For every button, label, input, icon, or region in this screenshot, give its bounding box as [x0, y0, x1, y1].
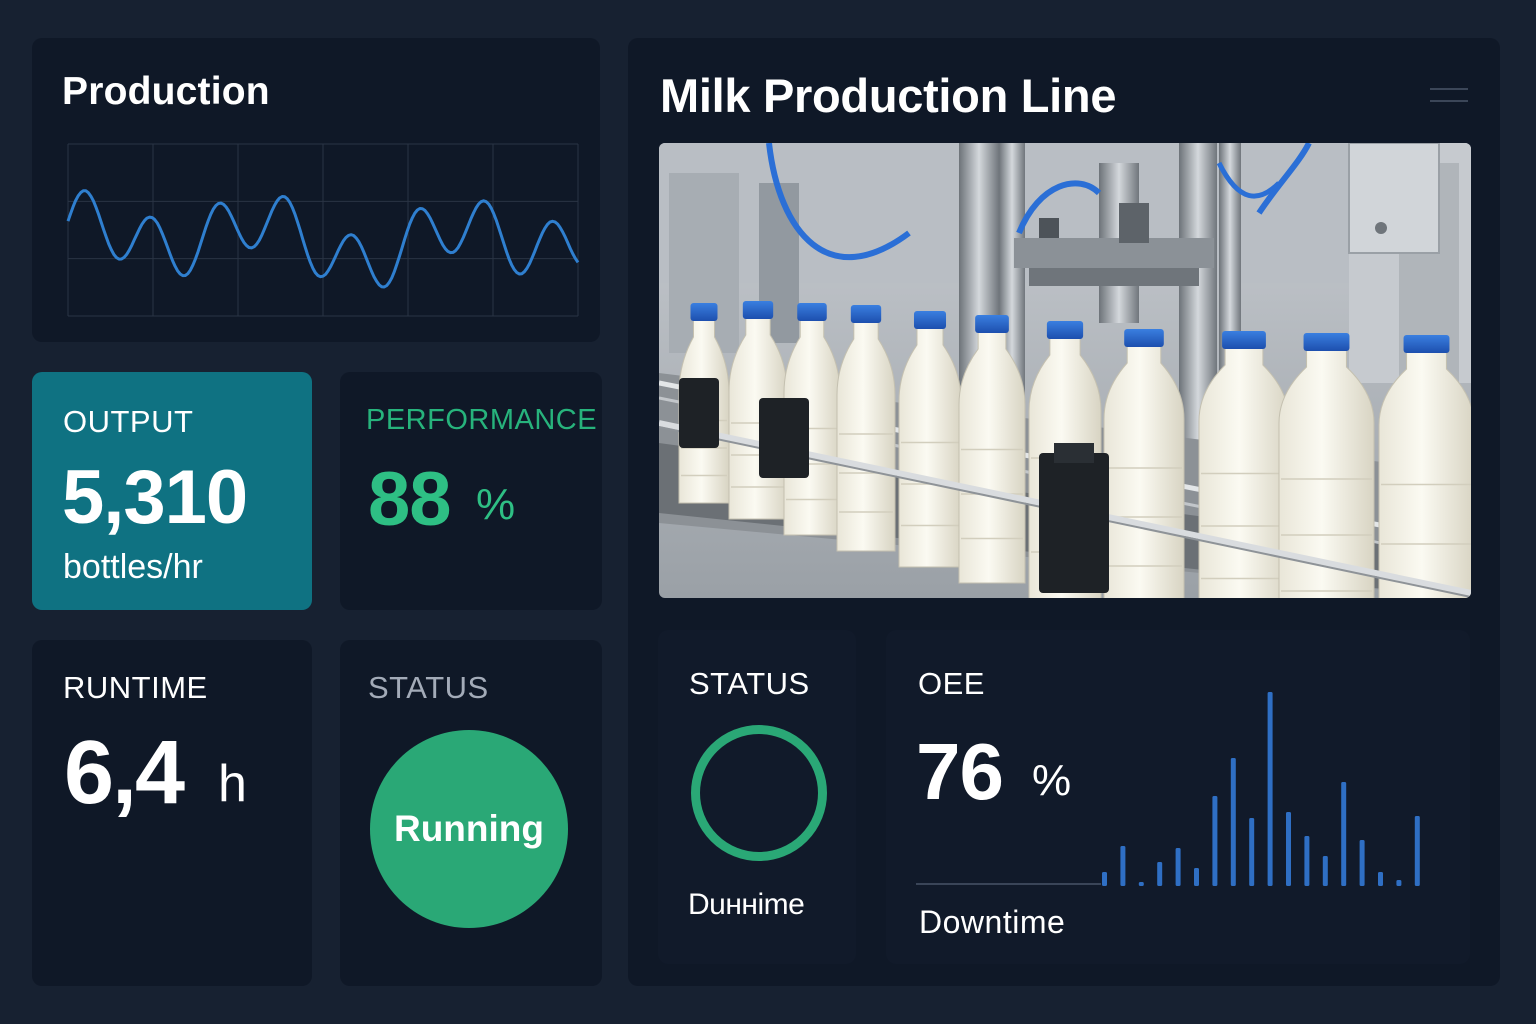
downtime-bar [1359, 840, 1365, 886]
production-title: Production [62, 70, 270, 113]
production-card: Production [32, 38, 600, 342]
milk-bottle [1378, 335, 1471, 598]
bottle-cap [690, 303, 718, 321]
downtime-bar [1322, 856, 1328, 886]
downtime-bar [1157, 862, 1163, 886]
production-trend-line [66, 189, 580, 289]
downtime-bar [1102, 872, 1107, 886]
oee-label: OEE [918, 666, 985, 701]
panel-title: Milk Production Line [660, 69, 1117, 122]
downtime-bar [1249, 818, 1255, 886]
bottle-cap [1303, 333, 1350, 351]
bottle-cap [1046, 321, 1084, 339]
runtime-value: 6,4 [64, 723, 185, 823]
milk-bottle [1198, 331, 1290, 598]
runtime-card: RUNTIME 6,4 h [32, 640, 312, 986]
production-trend-chart [66, 143, 580, 317]
output-card: OUTPUT 5,310 bottles/hr [32, 372, 312, 610]
downtime-bar [1414, 816, 1420, 886]
bottle-cap [850, 305, 882, 323]
bottle-cap [913, 311, 947, 329]
downtime-bar [1396, 880, 1402, 886]
bottle-cap [975, 315, 1009, 333]
downtime-bar [1175, 848, 1181, 886]
status-card: STATUS Running [340, 640, 602, 986]
bottle-cap [1403, 335, 1450, 353]
downtime-bar [1341, 782, 1347, 886]
milk-bottle [836, 305, 896, 552]
status-summary-card: STATUS Duннime [658, 630, 856, 964]
status-label: STATUS [368, 670, 489, 705]
downtime-bar [1230, 758, 1236, 886]
menu-icon[interactable] [1430, 88, 1468, 104]
performance-unit: % [476, 480, 516, 529]
downtime-bar [1194, 868, 1199, 886]
downtime-bar [1138, 882, 1144, 886]
oee-card: OEE 76 % Downtime [886, 630, 1470, 964]
milk-bottle [1103, 329, 1185, 598]
bottle-cap [1124, 329, 1164, 347]
downtime-bar [1286, 812, 1291, 886]
downtime-bar-chart [916, 692, 1420, 886]
status-summary-label: STATUS [689, 666, 810, 701]
oee-value: 76 [916, 727, 1004, 816]
milk-bottling-photo [659, 143, 1471, 598]
performance-card: PERFORMANCE 88 % [340, 372, 602, 610]
status-summary-sub: Duннime [688, 888, 805, 921]
oee-unit: % [1032, 756, 1072, 805]
output-value: 5,310 [62, 455, 248, 540]
downtime-bar [1120, 846, 1126, 886]
runtime-unit: h [218, 755, 247, 813]
downtime-bar [1212, 796, 1218, 886]
running-status-indicator: Running [370, 730, 568, 928]
bottling-line-illustration [659, 143, 1471, 598]
status-ring-indicator [691, 725, 827, 861]
performance-label: PERFORMANCE [366, 404, 598, 436]
oee-sub-label: Downtime [919, 904, 1066, 940]
bottle-cap [1222, 331, 1266, 349]
downtime-bar [1267, 692, 1273, 886]
milk-bottle [958, 315, 1026, 584]
output-label: OUTPUT [63, 404, 194, 439]
bottle-cap [742, 301, 774, 319]
milk-bottle [1278, 333, 1375, 598]
running-status-text: Running [393, 808, 544, 849]
performance-value: 88 [368, 457, 452, 542]
output-unit: bottles/hr [63, 548, 203, 586]
downtime-bar [1378, 872, 1383, 886]
runtime-label: RUNTIME [63, 670, 208, 705]
bottle-cap [797, 303, 827, 321]
downtime-bar [1304, 836, 1310, 886]
